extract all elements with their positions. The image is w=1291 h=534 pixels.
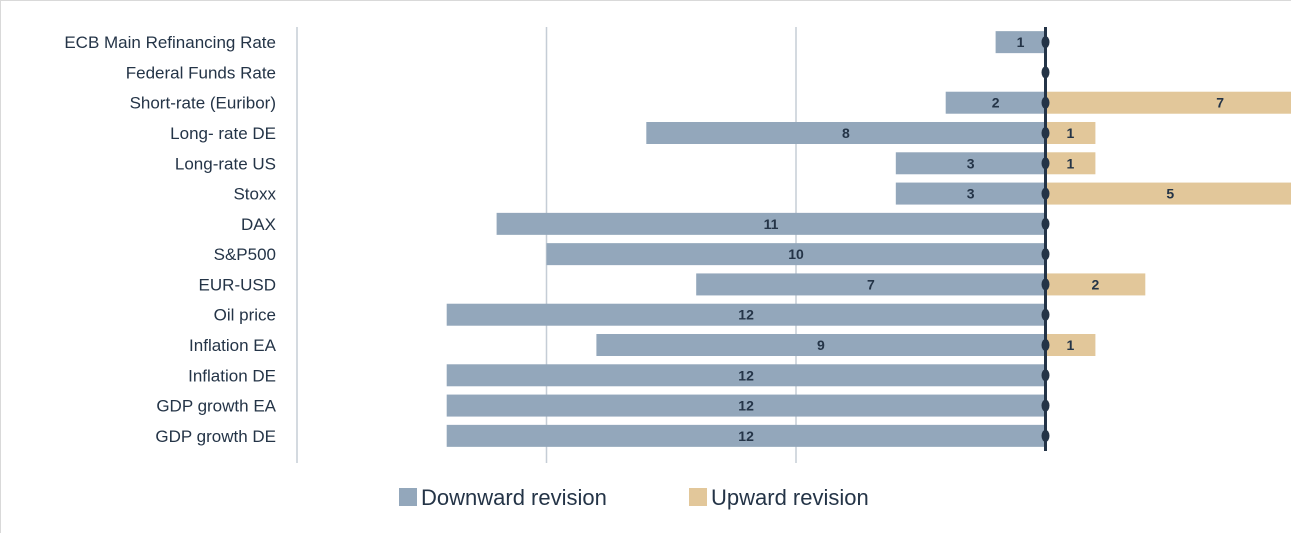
- bars: [447, 31, 1291, 447]
- value-label-downward: 12: [738, 428, 754, 444]
- value-label-upward: 1: [1067, 155, 1075, 171]
- value-label-downward: 3: [967, 155, 975, 171]
- value-label-downward: 9: [817, 337, 825, 353]
- zero-line: [1042, 27, 1050, 451]
- category-label: S&P500: [214, 245, 276, 264]
- category-label: GDP growth EA: [156, 397, 276, 416]
- value-label-downward: 8: [842, 125, 850, 141]
- category-label: GDP growth DE: [155, 427, 276, 446]
- bar-upward-revision: [1046, 92, 1291, 114]
- value-label-downward: 7: [867, 276, 875, 292]
- category-label: Stoxx: [233, 185, 276, 204]
- category-label: Inflation EA: [189, 336, 277, 355]
- value-label-upward: 2: [1092, 276, 1100, 292]
- category-label: Short-rate (Euribor): [130, 94, 276, 113]
- category-labels: ECB Main Refinancing Rate Federal Funds R…: [64, 33, 276, 446]
- value-label-downward: 3: [967, 186, 975, 202]
- value-label-downward: 10: [788, 246, 804, 262]
- value-label-downward: 12: [738, 398, 754, 414]
- category-label: EUR-USD: [199, 275, 276, 294]
- category-label: Long- rate DE: [170, 124, 276, 143]
- value-label-downward: 1: [1017, 34, 1025, 50]
- value-label-downward: 12: [738, 307, 754, 323]
- value-label-upward: 1: [1067, 337, 1075, 353]
- value-label-upward: 7: [1216, 95, 1224, 111]
- category-label: Long-rate US: [175, 154, 276, 173]
- category-label: ECB Main Refinancing Rate: [64, 33, 276, 52]
- value-label-downward: 11: [764, 216, 779, 232]
- value-label-upward: 1: [1067, 125, 1075, 141]
- value-label-upward: 5: [1166, 186, 1174, 202]
- value-label-downward: 2: [992, 95, 1000, 111]
- category-label: Federal Funds Rate: [126, 63, 276, 82]
- category-label: Inflation DE: [188, 366, 276, 385]
- legend: Downward revision Upward revision: [399, 485, 869, 510]
- category-label: DAX: [241, 215, 276, 234]
- legend-label: Upward revision: [711, 485, 869, 510]
- category-label: Oil price: [214, 306, 276, 325]
- legend-label: Downward revision: [421, 485, 607, 510]
- legend-swatch: [689, 488, 707, 506]
- legend-swatch: [399, 488, 417, 506]
- value-label-downward: 12: [738, 367, 754, 383]
